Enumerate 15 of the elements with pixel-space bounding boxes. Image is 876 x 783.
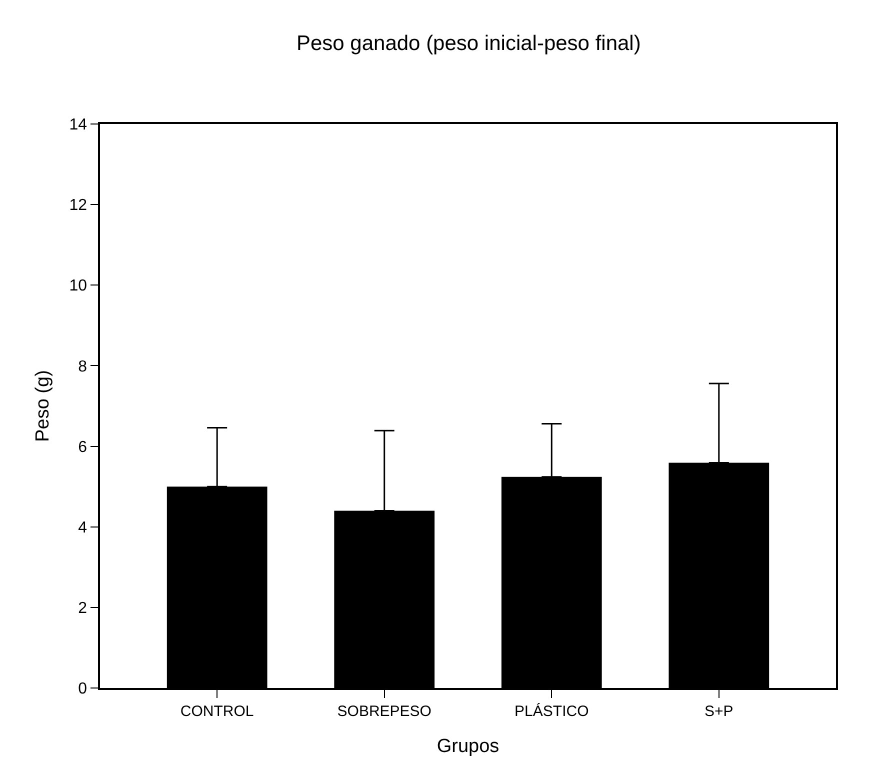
x-tick-label: CONTROL	[180, 702, 254, 720]
y-tick-label: 6	[78, 438, 88, 456]
y-tick-label: 4	[78, 519, 88, 536]
y-tick-label: 10	[69, 278, 88, 295]
x-tick-label: S+P	[704, 702, 734, 720]
y-tick-label: 2	[78, 600, 88, 618]
y-tick-label: 12	[69, 197, 88, 214]
x-tick-label: PLÁSTICO	[514, 702, 589, 720]
y-tick-label: 14	[69, 116, 88, 134]
y-tick-label: 8	[78, 358, 88, 376]
chart-title: Peso ganado (peso inicial-peso final)	[296, 32, 641, 55]
y-tick-label: 0	[78, 680, 88, 698]
x-tick-label: SOBREPESO	[337, 702, 432, 720]
x-axis-title: Grupos	[436, 736, 500, 758]
y-axis-title: Peso (g)	[32, 370, 54, 442]
